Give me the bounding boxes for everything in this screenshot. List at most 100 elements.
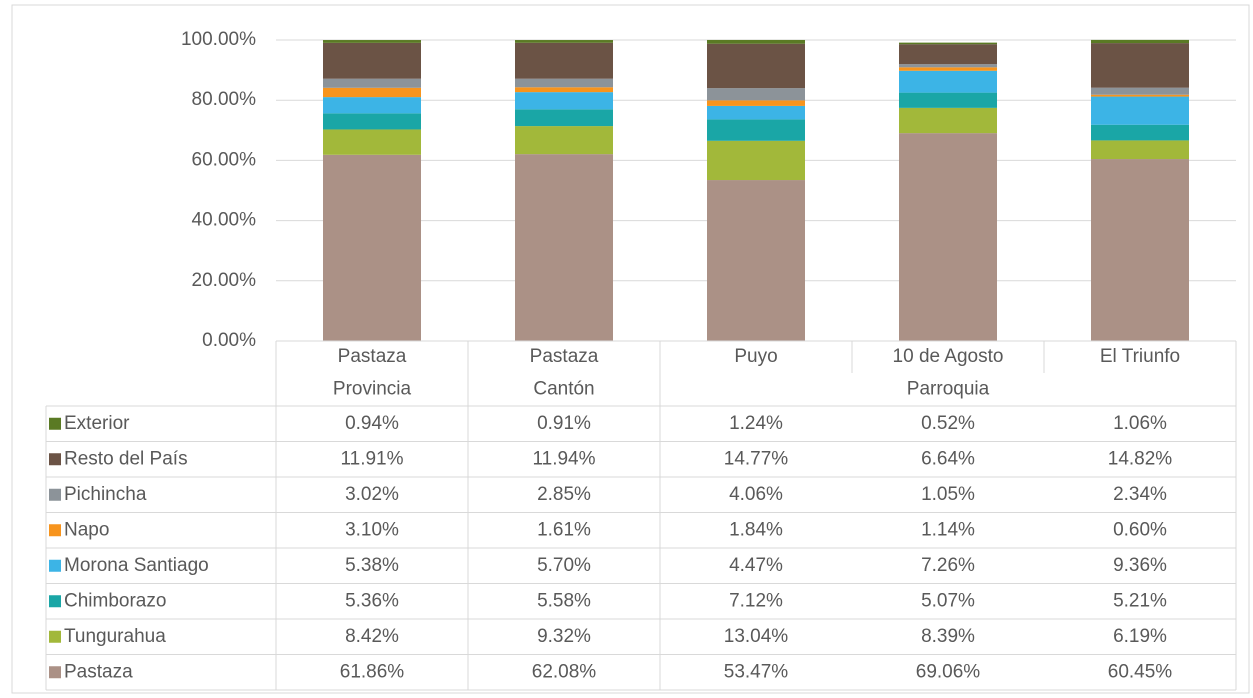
bar-segment (1091, 87, 1189, 95)
legend-label: Chimborazo (64, 590, 166, 611)
table-value: 0.94% (345, 413, 399, 434)
y-tick-label: 20.00% (192, 270, 257, 291)
table-value: 13.04% (724, 626, 789, 647)
category-group-label: Parroquia (907, 379, 990, 400)
table-value: 69.06% (916, 661, 981, 682)
legend-swatch (49, 630, 61, 643)
bar-segment (515, 40, 613, 43)
bar-segment (707, 119, 805, 141)
table-value: 1.14% (921, 519, 975, 540)
table-value: 2.85% (537, 484, 591, 505)
table-value: 6.19% (1113, 626, 1167, 647)
category-label: 10 de Agosto (893, 346, 1004, 367)
table-value: 1.06% (1113, 413, 1167, 434)
y-tick-label: 0.00% (202, 330, 256, 351)
table-value: 2.34% (1113, 484, 1167, 505)
legend-label: Napo (64, 519, 109, 540)
table-value: 14.77% (724, 448, 789, 469)
table-value: 5.38% (345, 555, 399, 576)
bar-segment (323, 154, 421, 341)
bar-segment (1091, 140, 1189, 160)
legend-label: Exterior (64, 413, 130, 434)
legend-label: Morona Santiago (64, 555, 209, 576)
table-value: 61.86% (340, 661, 405, 682)
bar-segment (323, 129, 421, 155)
bar-segment (1091, 94, 1189, 97)
table-value: 0.52% (921, 413, 975, 434)
table-value: 1.84% (729, 519, 783, 540)
table-value: 1.61% (537, 519, 591, 540)
table-value: 60.45% (1108, 661, 1173, 682)
legend-label: Tungurahua (64, 626, 166, 647)
table-value: 4.06% (729, 484, 783, 505)
bar-segment (1091, 43, 1189, 88)
legend-swatch (49, 559, 61, 572)
bar-segment (323, 87, 421, 98)
table-value: 53.47% (724, 661, 789, 682)
legend-label: Pastaza (64, 661, 133, 682)
bar-segment (899, 107, 997, 134)
table-value: 1.05% (921, 484, 975, 505)
bar-segment (323, 113, 421, 130)
table-value: 8.39% (921, 626, 975, 647)
legend-swatch (49, 417, 61, 430)
bar-segment (323, 78, 421, 88)
bar-segment (707, 43, 805, 89)
table-value: 62.08% (532, 661, 597, 682)
table-value: 0.91% (537, 413, 591, 434)
category-group-label: Provincia (333, 379, 412, 400)
category-label: Pastaza (530, 346, 599, 367)
bar-segment (1091, 96, 1189, 125)
bar-segment (707, 88, 805, 101)
bar-segment (899, 67, 997, 71)
bar-segment (515, 87, 613, 93)
bar-segment (323, 40, 421, 43)
table-value: 5.36% (345, 590, 399, 611)
bar-segment (323, 42, 421, 79)
legend-swatch (49, 524, 61, 537)
bar-segment (515, 92, 613, 110)
table-value: 4.47% (729, 555, 783, 576)
table-value: 11.94% (532, 448, 595, 469)
bar-segment (707, 140, 805, 181)
bar-segment (1091, 124, 1189, 141)
y-tick-label: 60.00% (192, 149, 257, 170)
legend-swatch (49, 453, 61, 466)
table-value: 0.60% (1113, 519, 1167, 540)
category-label: El Triunfo (1100, 346, 1180, 367)
bar-segment (515, 42, 613, 79)
bar-segment (323, 97, 421, 114)
bar-segment (899, 133, 997, 341)
table-value: 6.64% (921, 448, 975, 469)
bar-segment (899, 92, 997, 108)
table-value: 7.12% (729, 590, 783, 611)
chart-border (11, 4, 1250, 694)
bar-segment (515, 109, 613, 127)
bar-segment (515, 126, 613, 155)
bar-segment (707, 180, 805, 341)
table-value: 11.91% (340, 448, 403, 469)
bar-segment (707, 39, 805, 44)
table-value: 1.24% (729, 413, 783, 434)
category-group-label: Cantón (533, 379, 594, 400)
table-value: 5.21% (1113, 590, 1167, 611)
bar-segment (707, 100, 805, 106)
bar-segment (515, 78, 613, 88)
table-value: 5.70% (537, 555, 591, 576)
bar-segment (1091, 159, 1189, 341)
bar-segment (899, 44, 997, 65)
table-value: 9.32% (537, 626, 591, 647)
legend-label: Resto del País (64, 448, 188, 469)
bar-segment (1091, 39, 1189, 44)
y-tick-label: 40.00% (192, 210, 257, 231)
category-label: Puyo (734, 346, 777, 367)
bar-segment (899, 70, 997, 93)
table-value: 7.26% (921, 555, 975, 576)
bar-segment (899, 64, 997, 68)
table-value: 8.42% (345, 626, 399, 647)
table-value: 14.82% (1108, 448, 1173, 469)
table-value: 9.36% (1113, 555, 1167, 576)
legend-label: Pichincha (64, 484, 147, 505)
legend-swatch (49, 488, 61, 501)
